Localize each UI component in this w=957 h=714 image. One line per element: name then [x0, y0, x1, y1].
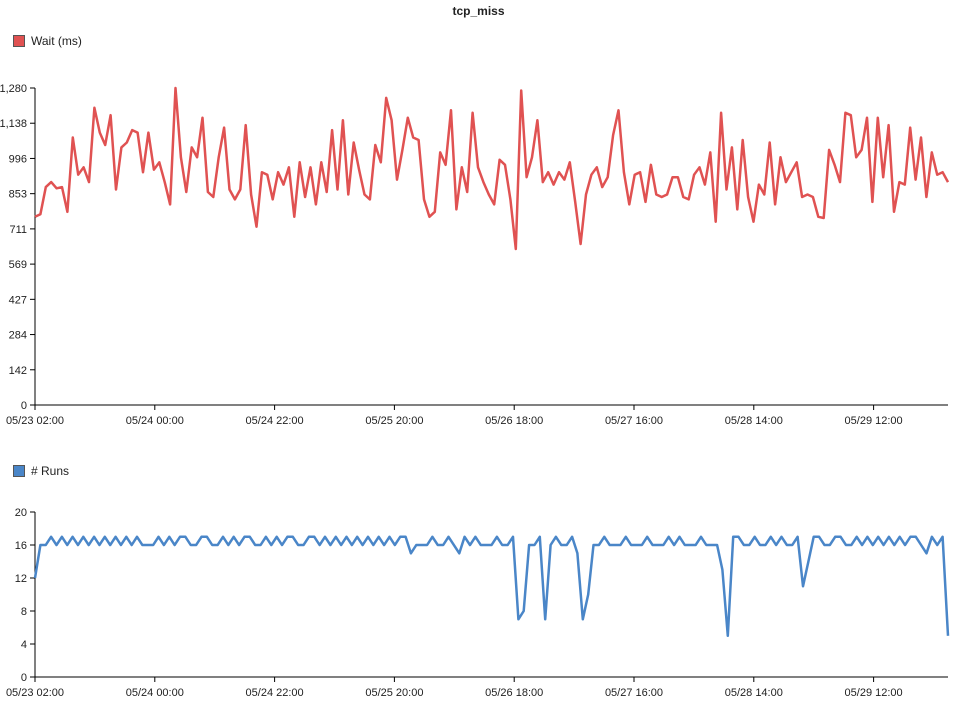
- wait-x-tick-label: 05/24 00:00: [126, 415, 184, 427]
- wait-x-tick-label: 05/28 14:00: [725, 415, 783, 427]
- runs-y-tick-label: 0: [21, 672, 27, 684]
- wait-x-tick-label: 05/27 16:00: [605, 415, 663, 427]
- runs-y-tick-label: 20: [15, 507, 27, 519]
- wait-y-tick-label: 1,138: [0, 118, 27, 130]
- runs-series-line: [33, 535, 950, 638]
- wait-x-tick-label: 05/25 20:00: [365, 415, 423, 427]
- wait-y-tick-label: 853: [9, 189, 27, 201]
- runs-y-tick-label: 4: [21, 639, 27, 651]
- runs-x-tick-label: 05/26 18:00: [485, 687, 543, 699]
- wait-y-tick-label: 427: [9, 294, 27, 306]
- runs-x-tick-label: 05/29 12:00: [845, 687, 903, 699]
- wait-legend-swatch: [13, 35, 25, 47]
- wait-x-tick-label: 05/23 02:00: [6, 415, 64, 427]
- runs-y-tick-label: 16: [15, 540, 27, 552]
- runs-x-tick-label: 05/23 02:00: [6, 687, 64, 699]
- runs-legend-label: # Runs: [31, 464, 70, 478]
- wait-y-tick-label: 711: [9, 224, 27, 236]
- wait-legend[interactable]: Wait (ms): [13, 34, 82, 48]
- runs-x-tick-label: 05/28 14:00: [725, 687, 783, 699]
- runs-y-tick-label: 12: [15, 573, 27, 585]
- wait-y-tick-label: 569: [9, 259, 27, 271]
- wait-y-tick-label: 0: [21, 400, 27, 412]
- runs-x-tick-label: 05/27 16:00: [605, 687, 663, 699]
- runs-x-tick-label: 05/24 22:00: [246, 687, 304, 699]
- wait-x-tick-label: 05/24 22:00: [246, 415, 304, 427]
- wait-x-tick-label: 05/26 18:00: [485, 415, 543, 427]
- runs-legend[interactable]: # Runs: [13, 464, 69, 478]
- runs-x-tick-label: 05/24 00:00: [126, 687, 184, 699]
- runs-x-tick-label: 05/25 20:00: [365, 687, 423, 699]
- wait-series-line: [34, 86, 950, 251]
- chart-title: tcp_miss: [452, 4, 505, 18]
- wait-x-tick-label: 05/29 12:00: [845, 415, 903, 427]
- wait-legend-label: Wait (ms): [31, 34, 82, 48]
- runs-legend-swatch: [13, 465, 25, 477]
- wait-y-tick-label: 284: [9, 330, 27, 342]
- wait-y-tick-label: 142: [9, 365, 27, 377]
- wait-y-tick-label: 996: [9, 153, 27, 165]
- wait-y-tick-label: 1,280: [0, 83, 27, 95]
- runs-y-tick-label: 8: [21, 606, 27, 618]
